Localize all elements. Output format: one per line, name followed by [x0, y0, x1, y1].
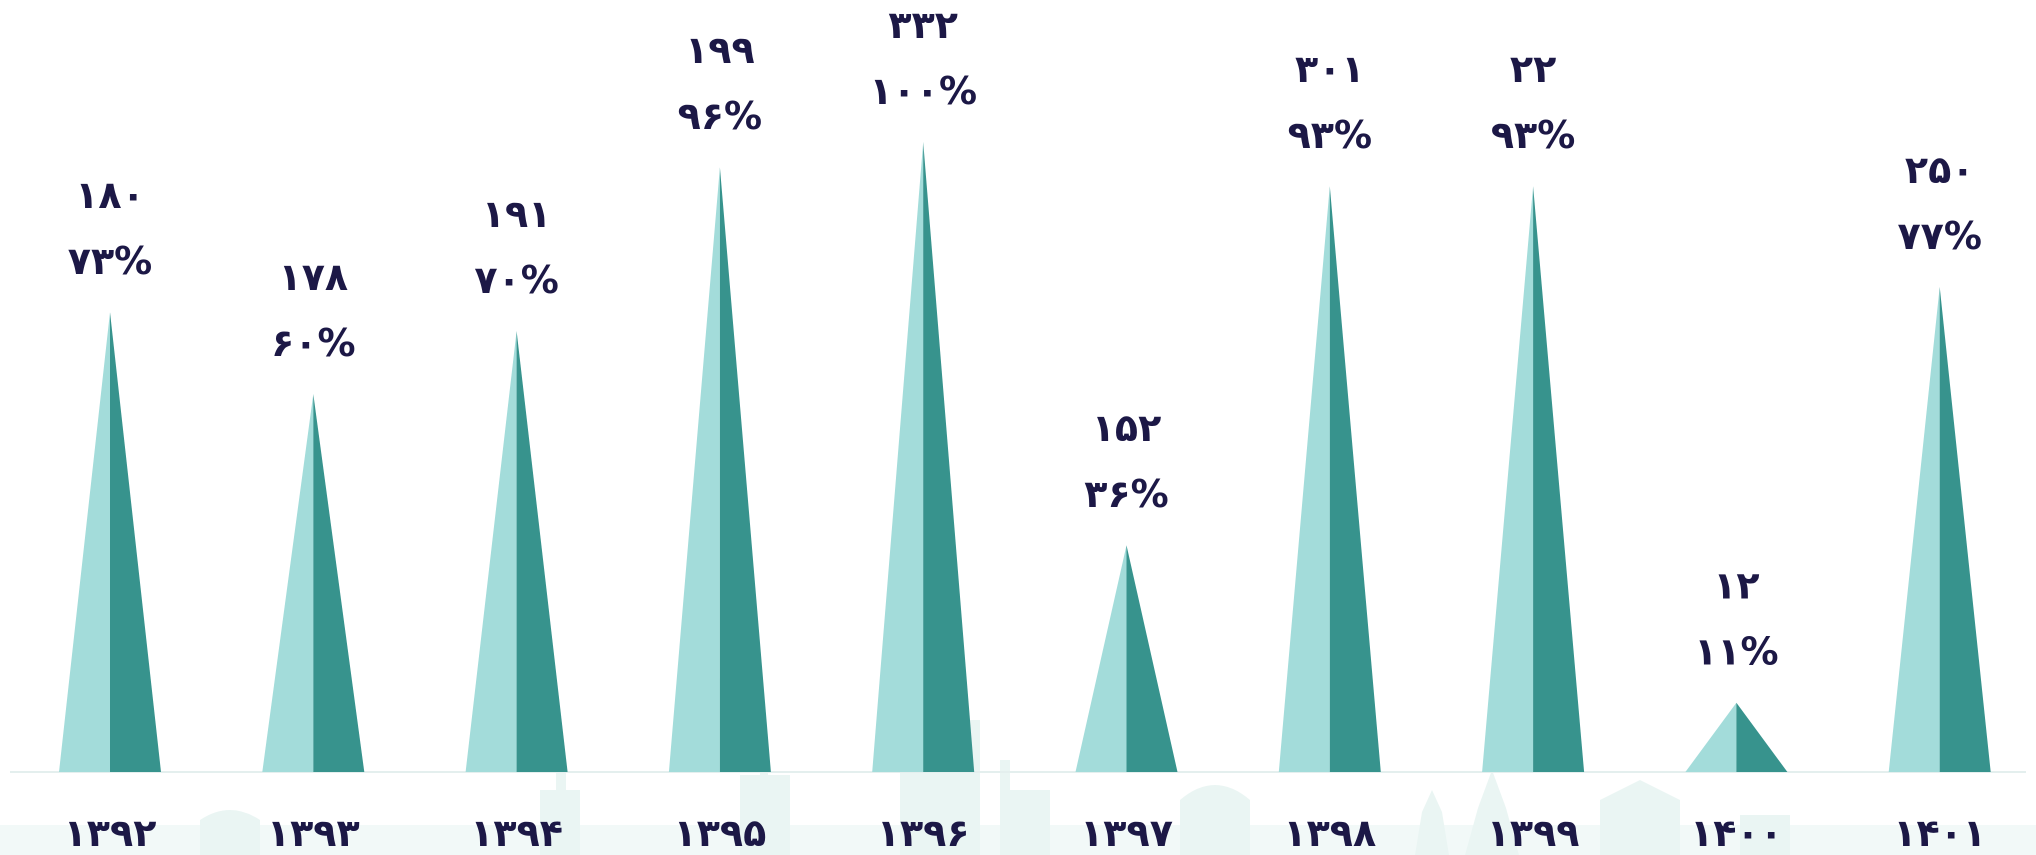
- bar-2: [465, 331, 568, 772]
- bar-face-dark: [1533, 186, 1585, 773]
- value-label: ۳۳۲: [888, 3, 958, 47]
- bar-face-light: [1482, 186, 1534, 773]
- bar-3: [668, 167, 771, 772]
- bar-9: [1888, 286, 1991, 772]
- bar-7: [1482, 186, 1585, 773]
- x-tick-label: ۱۳۹۶: [877, 811, 970, 855]
- x-tick-label: ۱۳۹۸: [1283, 811, 1376, 855]
- bar-4: [872, 142, 975, 772]
- percent-label: ۹۶%: [678, 94, 762, 138]
- bar-face-light: [262, 394, 314, 772]
- bar-face-light: [59, 312, 110, 772]
- bar-1: [262, 394, 365, 772]
- percent-label: ۷۷%: [1897, 214, 1981, 258]
- value-label: ۱۹۹: [685, 28, 755, 72]
- bar-face-dark: [516, 331, 568, 772]
- x-tick-label: ۱۴۰۰: [1690, 811, 1783, 855]
- value-label: ۲۵۰: [1905, 148, 1975, 192]
- value-label: ۱۹۱: [482, 192, 552, 236]
- x-tick-label: ۱۳۹۳: [267, 811, 360, 855]
- bar-face-dark: [1126, 545, 1178, 772]
- value-label: ۲۲: [1510, 47, 1556, 91]
- value-label: ۳۰۱: [1295, 47, 1365, 91]
- value-label: ۱۷۸: [279, 255, 349, 299]
- bar-face-light: [872, 142, 924, 772]
- percent-label: ۳۶%: [1084, 472, 1168, 516]
- value-label: ۱۸۰: [75, 173, 145, 217]
- bar-face-light: [1278, 186, 1330, 773]
- percent-label: ۷۰%: [474, 258, 558, 302]
- bar-face-light: [465, 331, 517, 772]
- bar-face-dark: [1736, 702, 1788, 772]
- x-tick-label: ۱۳۹۲: [64, 811, 157, 855]
- value-label: ۱۲: [1713, 564, 1759, 608]
- skyline-ground: [0, 825, 2036, 855]
- bar-face-dark: [1329, 186, 1381, 773]
- x-tick-label: ۱۳۹۵: [674, 811, 767, 855]
- bar-face-dark: [110, 312, 161, 772]
- bar-face-light: [668, 167, 720, 772]
- bar-6: [1278, 186, 1381, 773]
- bar-face-dark: [1939, 286, 1991, 772]
- bar-5: [1075, 545, 1178, 772]
- percent-label: ۱۰۰%: [869, 69, 977, 113]
- x-tick-label: ۱۴۰۱: [1893, 811, 1986, 855]
- chart-labels: ۷۳% ۱۸۰ ۱۳۹۲ ۶۰% ۱۷۸ ۱۳۹۳ ۷۰% ۱۹۱ ۱۳۹۴ ۹۶% ۱۹۹ ۱۳۹۵…: [64, 3, 1986, 855]
- chart-bars: [59, 142, 1991, 773]
- percent-label: ۷۳%: [68, 239, 152, 283]
- bar-face-light: [1075, 545, 1127, 772]
- value-label: ۱۵۲: [1092, 406, 1162, 450]
- percent-label: ۶۰%: [271, 321, 355, 365]
- bar-face-light: [1888, 286, 1940, 772]
- bar-8: [1685, 702, 1788, 772]
- bar-face-dark: [313, 394, 365, 772]
- x-tick-label: ۱۳۹۴: [470, 811, 563, 855]
- x-tick-label: ۱۳۹۷: [1080, 811, 1173, 855]
- bar-face-dark: [923, 142, 975, 772]
- bar-face-dark: [719, 167, 771, 772]
- percent-label: ۹۳%: [1491, 113, 1575, 157]
- bar-face-light: [1685, 702, 1737, 772]
- percent-label: ۹۳%: [1288, 113, 1372, 157]
- percent-label: ۱۱%: [1694, 630, 1778, 674]
- bar-0: [59, 312, 161, 772]
- x-tick-label: ۱۳۹۹: [1487, 811, 1580, 855]
